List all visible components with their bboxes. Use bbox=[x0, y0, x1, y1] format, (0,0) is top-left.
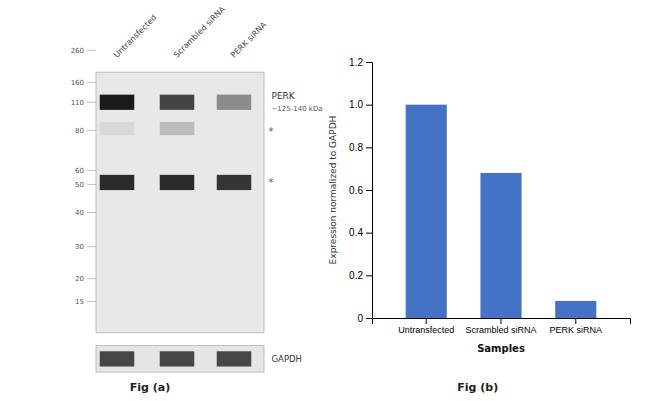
tick-label: 0.2 bbox=[349, 270, 363, 281]
mw-marker: 160 bbox=[71, 79, 84, 87]
tick-label: 0.8 bbox=[349, 142, 363, 153]
y-axis-title: Expression normalized to GAPDH bbox=[328, 116, 338, 265]
gapdh-band bbox=[217, 351, 252, 366]
mw-marker: 40 bbox=[75, 209, 84, 217]
mw-tick bbox=[87, 102, 96, 103]
asterisk: * bbox=[269, 177, 274, 188]
tick: Scrambled siRNA bbox=[465, 318, 536, 335]
tick: Untransfected bbox=[398, 318, 454, 335]
tick-mark bbox=[366, 275, 372, 276]
mw-marker: 30 bbox=[75, 243, 84, 251]
blot-panel: Untransfected Scrambled siRNAPERK siRNA 26… bbox=[71, 4, 323, 394]
tick: 0.6 bbox=[349, 185, 372, 196]
mw-tick bbox=[87, 278, 96, 279]
tick: 0.2 bbox=[349, 270, 372, 281]
protein-label: PERK bbox=[272, 91, 296, 101]
mw-tick bbox=[87, 212, 96, 213]
asterisk: * bbox=[269, 126, 274, 137]
lane-label: Scrambled siRNA bbox=[172, 4, 227, 59]
tick-label: 1.0 bbox=[349, 99, 363, 110]
x-axis-title: Samples bbox=[477, 343, 525, 354]
mw-marker: 60 bbox=[75, 167, 84, 175]
protein-label: GAPDH bbox=[272, 354, 302, 364]
tick: 0.4 bbox=[349, 227, 372, 238]
mw-tick bbox=[87, 50, 96, 51]
mw-tick bbox=[87, 170, 96, 171]
tick: 0 bbox=[357, 313, 372, 324]
axis-line bbox=[373, 319, 631, 325]
bar bbox=[480, 173, 521, 318]
mw-tick bbox=[87, 301, 96, 302]
ghost-band bbox=[100, 122, 135, 135]
blot-membrane bbox=[96, 72, 264, 333]
tick-label: 0 bbox=[357, 313, 363, 324]
ghost-band bbox=[160, 122, 195, 135]
nonspecific-band bbox=[160, 175, 195, 190]
nonspecific-band bbox=[100, 175, 135, 190]
tick-label: 0.6 bbox=[349, 185, 363, 196]
tick-label: Scrambled siRNA bbox=[465, 325, 536, 335]
figure: UntransfectedScrambled siRNAPERK siRNA26… bbox=[0, 0, 650, 401]
lane-label: PERK siRNA bbox=[229, 20, 269, 60]
tick-mark bbox=[575, 318, 576, 324]
tick: 0.8 bbox=[349, 142, 372, 153]
tick: 1.0 bbox=[349, 99, 372, 110]
tick-mark bbox=[366, 147, 372, 148]
x-axis: Untransfected Scrambled siRNA PERK siRNA bbox=[373, 318, 631, 335]
tick-mark bbox=[426, 318, 427, 324]
tick-label: 0.4 bbox=[349, 227, 363, 238]
tick-mark bbox=[366, 62, 372, 63]
tick-label: Untransfected bbox=[398, 325, 454, 335]
perk-band bbox=[100, 95, 135, 110]
mw-tick bbox=[87, 246, 96, 247]
bar bbox=[555, 301, 596, 318]
lane-label: Untransfected bbox=[112, 13, 159, 60]
mw-marker: 20 bbox=[75, 275, 84, 283]
tick-mark bbox=[366, 233, 372, 234]
y-axis: 0 0.2 0.4 0.6 0.8 1.0 1.2 bbox=[349, 57, 372, 324]
mw-marker: 50 bbox=[75, 181, 84, 189]
nonspecific-band bbox=[217, 175, 252, 190]
bar bbox=[406, 105, 447, 318]
perk-band bbox=[160, 95, 195, 110]
mw-tick bbox=[87, 130, 96, 131]
gapdh-strip bbox=[96, 346, 264, 372]
tick-label: 1.2 bbox=[349, 57, 363, 68]
bar-panel: 0 0.2 0.4 0.6 0.8 1.0 1.2 Untransfected Scramble… bbox=[328, 57, 631, 394]
tick: 1.2 bbox=[349, 57, 372, 68]
kda-label: ~125-140 kDa bbox=[272, 105, 323, 113]
panel-caption: Fig (a) bbox=[130, 381, 170, 394]
tick: PERK siRNA bbox=[550, 318, 603, 335]
tick-label: PERK siRNA bbox=[550, 325, 603, 335]
tick-mark bbox=[501, 318, 502, 324]
gapdh-band bbox=[100, 351, 135, 366]
mw-marker: 110 bbox=[71, 99, 84, 107]
bars bbox=[406, 105, 597, 318]
panel-caption: Fig (b) bbox=[457, 381, 498, 394]
mw-tick bbox=[87, 184, 96, 185]
axis-line bbox=[366, 63, 373, 319]
tick-mark bbox=[366, 318, 372, 319]
mw-marker: 15 bbox=[75, 298, 84, 306]
tick-mark bbox=[366, 190, 372, 191]
mw-marker: 260 bbox=[71, 47, 84, 55]
mw-tick bbox=[87, 82, 96, 83]
perk-band bbox=[217, 95, 252, 110]
gapdh-band bbox=[160, 351, 195, 366]
mw-marker: 80 bbox=[75, 127, 84, 135]
tick-mark bbox=[366, 105, 372, 106]
